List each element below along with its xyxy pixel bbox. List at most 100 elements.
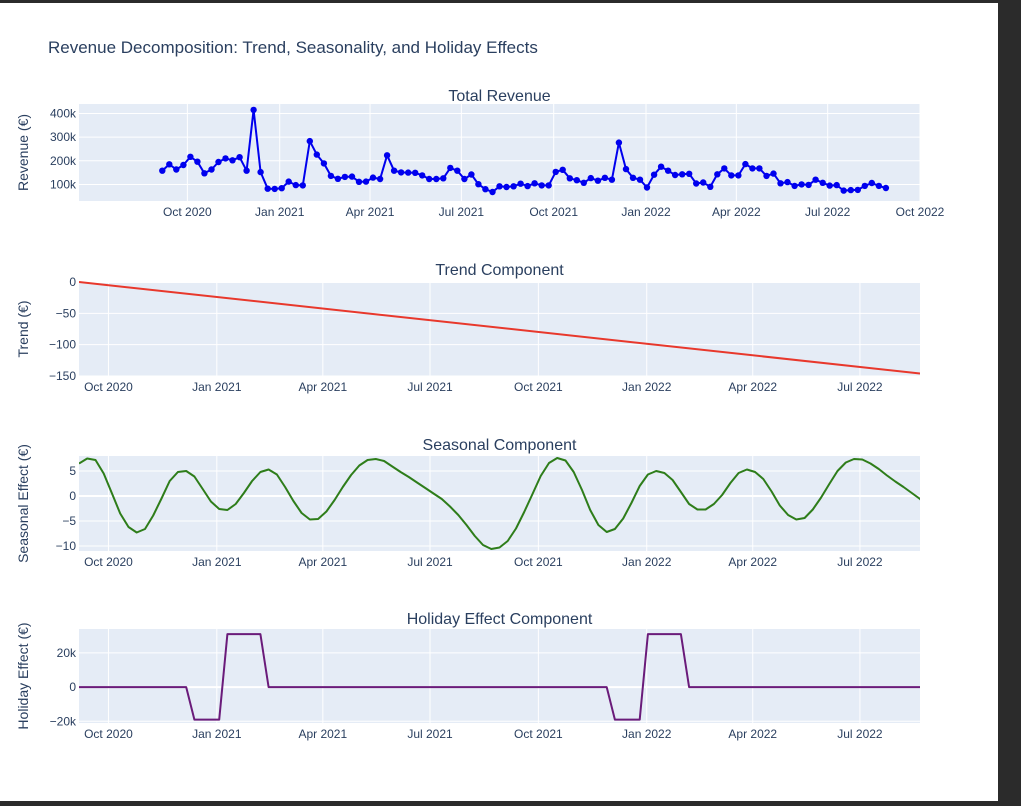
total-revenue-data-point <box>559 166 566 173</box>
seasonal-x-tick-label: Jan 2022 <box>622 555 672 569</box>
total-revenue-x-tick-label: Jul 2022 <box>805 205 851 219</box>
seasonal-y-axis-title: Seasonal Effect (€) <box>15 444 31 563</box>
total-revenue-data-point <box>412 169 419 176</box>
total-revenue-data-point <box>679 171 686 178</box>
total-revenue-data-point <box>187 153 194 160</box>
trend-panel: Oct 2020 Jan 2021 Apr 2021 Jul 2021 Oct 2021… <box>15 262 920 394</box>
holiday-x-tick-label: Jan 2021 <box>192 727 242 741</box>
seasonal-x-tick-label: Oct 2020 <box>84 555 133 569</box>
total-revenue-data-point <box>707 183 714 190</box>
total-revenue-data-point <box>875 182 883 190</box>
total-revenue-data-point <box>573 177 580 184</box>
holiday-plot-area <box>79 629 920 723</box>
total-revenue-data-point <box>419 172 426 179</box>
total-revenue-data-point <box>194 158 201 165</box>
total-revenue-data-point <box>440 175 447 182</box>
holiday-x-tick-label: Oct 2021 <box>514 727 563 741</box>
seasonal-x-tick-label: Apr 2022 <box>728 555 777 569</box>
trend-y-tick-label: −50 <box>56 306 77 320</box>
total-revenue-data-point <box>405 169 412 176</box>
total-revenue-data-point <box>587 174 594 182</box>
total-revenue-panel: Oct 2020 Jan 2021 Apr 2021 Jul 2021 Oct 2021… <box>15 88 945 219</box>
total-revenue-data-point <box>524 182 531 190</box>
page-title: Revenue Decomposition: Trend, Seasonalit… <box>48 38 538 57</box>
total-revenue-data-point <box>854 186 861 194</box>
total-revenue-y-tick-label: 200k <box>50 154 77 168</box>
total-revenue-data-point <box>777 180 784 187</box>
total-revenue-data-point <box>756 165 763 172</box>
total-revenue-data-point <box>847 186 854 194</box>
seasonal-x-tick-label: Jan 2021 <box>192 555 242 569</box>
total-revenue-data-point <box>622 165 630 173</box>
total-revenue-data-point <box>475 181 482 188</box>
total-revenue-data-point <box>376 175 384 183</box>
total-revenue-data-point <box>383 152 391 159</box>
total-revenue-data-point <box>173 166 180 173</box>
holiday-y-tick-label: 20k <box>57 646 77 660</box>
total-revenue-data-point <box>313 151 320 158</box>
total-revenue-data-point <box>236 154 243 161</box>
total-revenue-data-point <box>201 170 208 177</box>
total-revenue-y-tick-label: 300k <box>50 130 77 144</box>
trend-x-tick-label: Oct 2021 <box>514 380 563 394</box>
total-revenue-data-point <box>250 106 257 114</box>
total-revenue-data-point <box>390 167 398 174</box>
total-revenue-data-point <box>433 175 440 183</box>
total-revenue-data-point <box>882 184 890 192</box>
holiday-x-tick-label: Jul 2022 <box>837 727 883 741</box>
total-revenue-data-point <box>770 170 777 177</box>
total-revenue-data-point <box>222 155 229 162</box>
seasonal-plot-area <box>79 456 920 551</box>
trend-y-tick-label: −100 <box>49 338 76 352</box>
seasonal-series-line <box>79 457 920 550</box>
total-revenue-data-point <box>510 183 517 190</box>
seasonal-title: Seasonal Component <box>423 437 577 454</box>
total-revenue-x-tick-label: Apr 2022 <box>712 205 761 219</box>
total-revenue-data-point <box>538 182 545 189</box>
total-revenue-data-point <box>791 182 798 190</box>
total-revenue-data-point <box>397 169 405 176</box>
total-revenue-data-point <box>468 171 475 178</box>
total-revenue-data-point <box>306 137 313 145</box>
trend-x-tick-label: Apr 2022 <box>728 380 777 394</box>
total-revenue-data-point <box>552 168 559 176</box>
total-revenue-data-point <box>545 182 552 189</box>
total-revenue-data-point <box>714 171 721 178</box>
total-revenue-data-point <box>334 175 342 182</box>
total-revenue-data-point <box>482 186 489 193</box>
trend-x-tick-label: Apr 2021 <box>298 380 347 394</box>
total-revenue-data-point <box>496 183 503 190</box>
total-revenue-data-point <box>643 184 651 191</box>
total-revenue-y-tick-label: 400k <box>50 106 77 120</box>
total-revenue-data-point <box>636 176 644 183</box>
total-revenue-data-point <box>454 167 461 174</box>
total-revenue-data-point <box>693 180 700 187</box>
total-revenue-data-point <box>348 173 356 180</box>
total-revenue-data-point <box>594 177 602 184</box>
seasonal-y-tick-label: 0 <box>69 489 76 503</box>
total-revenue-data-point <box>489 188 496 196</box>
total-revenue-x-tick-label: Oct 2020 <box>163 205 212 219</box>
total-revenue-data-point <box>517 180 524 187</box>
trend-y-tick-label: 0 <box>69 275 76 289</box>
seasonal-x-tick-label: Jul 2021 <box>407 555 453 569</box>
total-revenue-y-axis-title: Revenue (€) <box>15 114 31 191</box>
total-revenue-data-point <box>728 172 735 179</box>
total-revenue-data-point <box>355 178 363 185</box>
total-revenue-data-point <box>327 172 335 180</box>
total-revenue-data-point <box>671 171 679 179</box>
holiday-x-tick-label: Jan 2022 <box>622 727 672 741</box>
total-revenue-data-point <box>721 165 728 172</box>
trend-y-axis-title: Trend (€) <box>15 300 31 357</box>
total-revenue-x-tick-label: Oct 2022 <box>896 205 945 219</box>
total-revenue-data-point <box>285 178 292 185</box>
total-revenue-x-tick-label: Apr 2021 <box>346 205 395 219</box>
window-edge <box>998 0 1021 804</box>
total-revenue-data-point <box>861 182 868 190</box>
total-revenue-data-point <box>826 182 833 189</box>
total-revenue-data-point <box>833 181 840 189</box>
total-revenue-data-point <box>742 160 749 168</box>
total-revenue-title: Total Revenue <box>448 88 550 105</box>
total-revenue-data-point <box>763 172 770 180</box>
trend-title: Trend Component <box>435 262 564 279</box>
